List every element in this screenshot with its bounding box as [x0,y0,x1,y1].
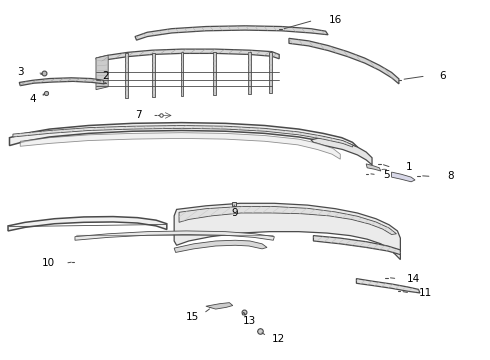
Polygon shape [125,53,128,98]
Polygon shape [356,279,420,293]
Text: 14: 14 [407,274,420,284]
Text: 4: 4 [29,94,36,104]
Text: 1: 1 [405,162,412,172]
Polygon shape [289,39,399,84]
Text: 9: 9 [231,208,238,218]
Text: 8: 8 [447,171,454,181]
Polygon shape [174,240,267,252]
Text: 3: 3 [17,67,24,77]
Text: 10: 10 [42,258,55,268]
Polygon shape [19,78,104,86]
Text: 15: 15 [186,312,199,322]
Polygon shape [206,303,233,309]
Text: 7: 7 [135,111,142,121]
Text: 6: 6 [440,71,446,81]
Polygon shape [392,172,415,182]
Polygon shape [270,52,272,93]
Text: 12: 12 [271,333,285,343]
Polygon shape [180,53,183,96]
Polygon shape [96,55,108,90]
Text: 16: 16 [329,15,342,26]
Polygon shape [314,235,400,255]
Text: 5: 5 [383,170,390,180]
Polygon shape [75,231,274,240]
Polygon shape [20,133,340,159]
Polygon shape [174,203,400,260]
Polygon shape [179,207,396,234]
Polygon shape [9,123,357,154]
Polygon shape [135,26,328,40]
Polygon shape [8,217,167,231]
Polygon shape [213,52,216,95]
Text: 2: 2 [102,71,109,81]
Polygon shape [366,164,381,171]
Polygon shape [96,49,279,62]
Polygon shape [13,126,352,147]
Text: 13: 13 [243,316,256,325]
Polygon shape [248,52,251,94]
Polygon shape [311,137,372,165]
Text: 11: 11 [419,288,432,298]
Polygon shape [152,53,155,97]
